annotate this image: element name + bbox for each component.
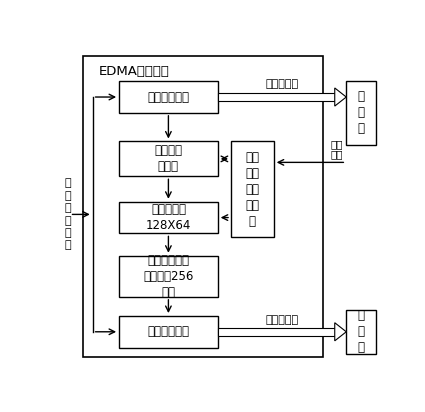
Text: EDMA通用通道: EDMA通用通道 bbox=[99, 66, 170, 78]
Text: 临时数据输出
寄存器（256
位）: 临时数据输出 寄存器（256 位） bbox=[143, 254, 194, 299]
Text: 读数据缓冲
128X64: 读数据缓冲 128X64 bbox=[146, 203, 191, 232]
Bar bbox=[218, 93, 335, 101]
Polygon shape bbox=[335, 88, 346, 106]
Bar bbox=[119, 81, 218, 113]
Bar bbox=[119, 316, 218, 348]
Bar bbox=[83, 56, 323, 357]
Text: 返回
数据: 返回 数据 bbox=[331, 139, 343, 159]
Bar bbox=[346, 81, 376, 145]
Text: 读
总
线: 读 总 线 bbox=[357, 90, 365, 136]
Bar bbox=[119, 141, 218, 176]
Bar bbox=[231, 141, 274, 236]
Text: 临时
数据
输入
寄存
器: 临时 数据 输入 寄存 器 bbox=[245, 150, 259, 227]
Text: 读操作控制器: 读操作控制器 bbox=[147, 91, 190, 103]
Text: 传
输
请
求
参
数: 传 输 请 求 参 数 bbox=[65, 178, 71, 250]
Bar bbox=[119, 255, 218, 297]
Text: 写操作命令: 写操作命令 bbox=[266, 315, 299, 325]
Polygon shape bbox=[335, 323, 346, 341]
Text: 写
总
线: 写 总 线 bbox=[357, 309, 365, 354]
Bar bbox=[119, 202, 218, 234]
Bar bbox=[218, 328, 335, 336]
Text: 读操作命令: 读操作命令 bbox=[266, 79, 299, 89]
Text: 读命令信
息缓冲: 读命令信 息缓冲 bbox=[154, 144, 182, 173]
Text: 写操作控制器: 写操作控制器 bbox=[147, 325, 190, 338]
Bar bbox=[346, 309, 376, 354]
